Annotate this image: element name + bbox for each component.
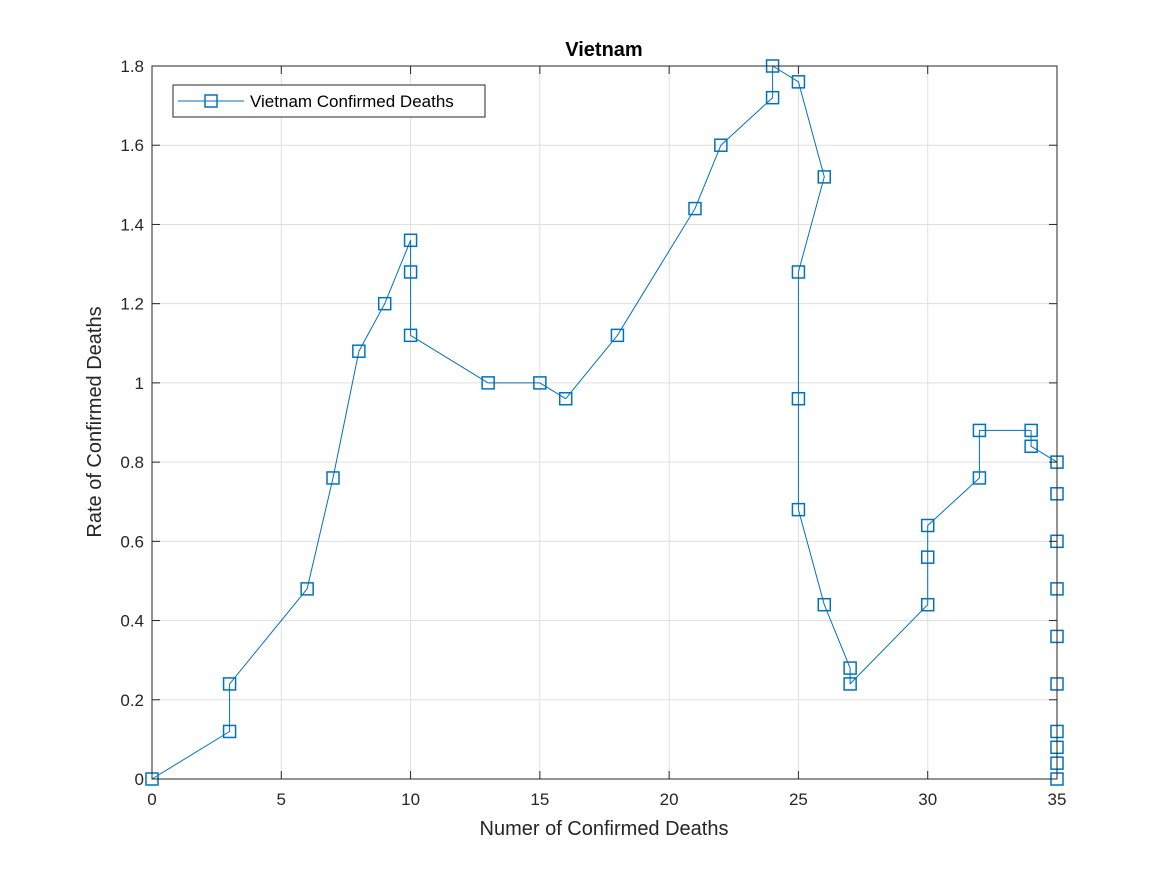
data-point-marker [481, 376, 495, 390]
data-point-marker [300, 582, 314, 596]
y-tick-label: 0.4 [120, 612, 144, 631]
y-tick-label: 0 [135, 770, 144, 789]
data-point-marker [377, 296, 392, 311]
x-tick-label: 25 [789, 790, 808, 809]
data-point-marker [972, 423, 987, 438]
x-tick-label: 0 [147, 790, 156, 809]
data-point-marker [791, 265, 806, 279]
x-tick-label: 15 [530, 790, 549, 809]
x-tick-label: 30 [918, 790, 937, 809]
data-point-marker [791, 502, 806, 517]
y-tick-label: 1.8 [120, 57, 144, 76]
data-point-marker [222, 724, 237, 739]
chart-title: Vietnam [565, 39, 642, 61]
data-point-marker [403, 233, 418, 248]
y-tick-label: 0.8 [120, 453, 144, 472]
data-point-marker [817, 597, 832, 612]
data-point-marker [533, 376, 547, 390]
data-point-marker [558, 391, 573, 406]
data-point-marker [920, 550, 935, 564]
legend: Vietnam Confirmed Deaths [172, 84, 486, 118]
data-point-marker [352, 344, 366, 358]
y-tick-label: 1 [135, 374, 144, 393]
x-tick-label: 10 [401, 790, 420, 809]
data-point-marker [972, 471, 987, 485]
x-tick-label: 35 [1048, 790, 1067, 809]
data-point-marker [765, 90, 780, 105]
y-axis-title: Rate of Confirmed Deaths [84, 306, 106, 537]
data-point-marker [403, 328, 418, 343]
y-tick-label: 0.2 [120, 691, 144, 710]
x-axis-title: Numer of Confirmed Deaths [480, 818, 729, 840]
data-point-marker [403, 265, 418, 279]
legend-marker [204, 94, 218, 108]
data-point-marker [791, 75, 806, 89]
data-point-marker [326, 471, 340, 485]
y-tick-label: 0.6 [120, 532, 144, 551]
data-point-marker [920, 518, 935, 533]
data-point-marker [610, 328, 625, 343]
plot-area [152, 66, 1057, 779]
y-tick-label: 1.6 [120, 136, 144, 155]
data-point-marker [714, 138, 728, 152]
y-tick-label: 1.2 [120, 295, 144, 314]
data-point-marker [688, 201, 702, 216]
data-point-marker [791, 391, 806, 406]
data-point-marker [843, 677, 857, 691]
data-point-marker [222, 677, 237, 691]
data-point-marker [843, 661, 857, 675]
x-tick-label: 20 [660, 790, 679, 809]
legend-label: Vietnam Confirmed Deaths [250, 92, 454, 111]
y-tick-label: 1.4 [120, 215, 144, 234]
data-point-marker [1024, 423, 1038, 438]
grid-lines [152, 66, 1057, 779]
data-point-marker [1024, 439, 1038, 454]
data-point-marker [920, 597, 935, 612]
data-point-marker [817, 170, 832, 184]
x-tick-label: 5 [277, 790, 286, 809]
axis-ticks: 0 5 10 15 20 25 30 35 0 0.2 0.4 0.6 0.8 1 1.2 1.4 1.6 1.8 [120, 57, 1066, 809]
plot-box [151, 65, 1058, 780]
